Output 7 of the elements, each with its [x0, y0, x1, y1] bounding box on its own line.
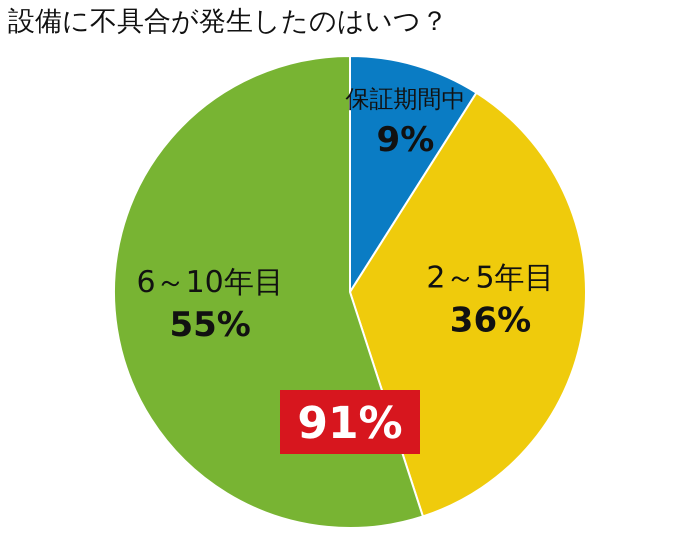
data-label: 36% — [450, 300, 532, 341]
text: 91% — [297, 398, 403, 449]
chart-title: 設備に不具合が発生したのはいつ？ — [8, 6, 448, 37]
slice-label: 6～10年目 — [136, 265, 284, 300]
data-label: 9% — [376, 120, 434, 160]
slice-label: 2～5年目 — [426, 260, 555, 296]
data-label: 55% — [169, 305, 251, 346]
